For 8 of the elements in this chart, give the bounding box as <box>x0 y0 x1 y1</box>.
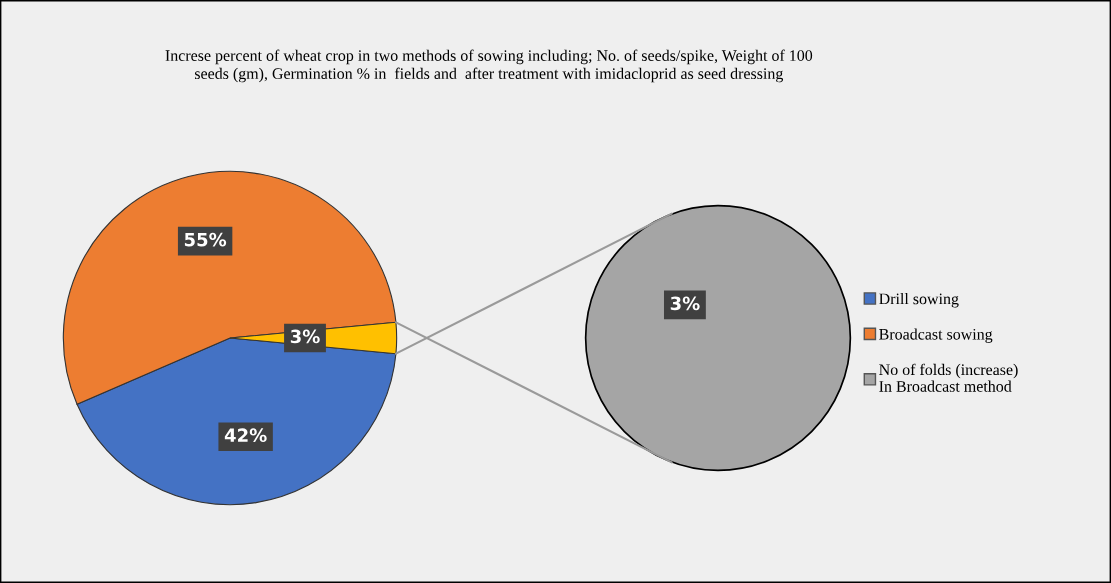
legend-label: Drill sowing <box>879 293 959 308</box>
legend-label: Broadcast sowing <box>879 328 993 343</box>
chart-title: Increse percent of wheat crop in two methods of sowing including; No. of seeds/spike, Weight of 100 seeds (gm), Germination % in fields and after treatment with imidacloprid as seed dressing <box>165 49 813 83</box>
data-label: 3% <box>670 296 700 311</box>
data-label: 42% <box>224 428 267 443</box>
data-label: 3% <box>290 329 320 344</box>
data-label: 55% <box>184 232 227 247</box>
legend-label: No of folds (increase) In Broadcast method <box>879 363 1018 392</box>
